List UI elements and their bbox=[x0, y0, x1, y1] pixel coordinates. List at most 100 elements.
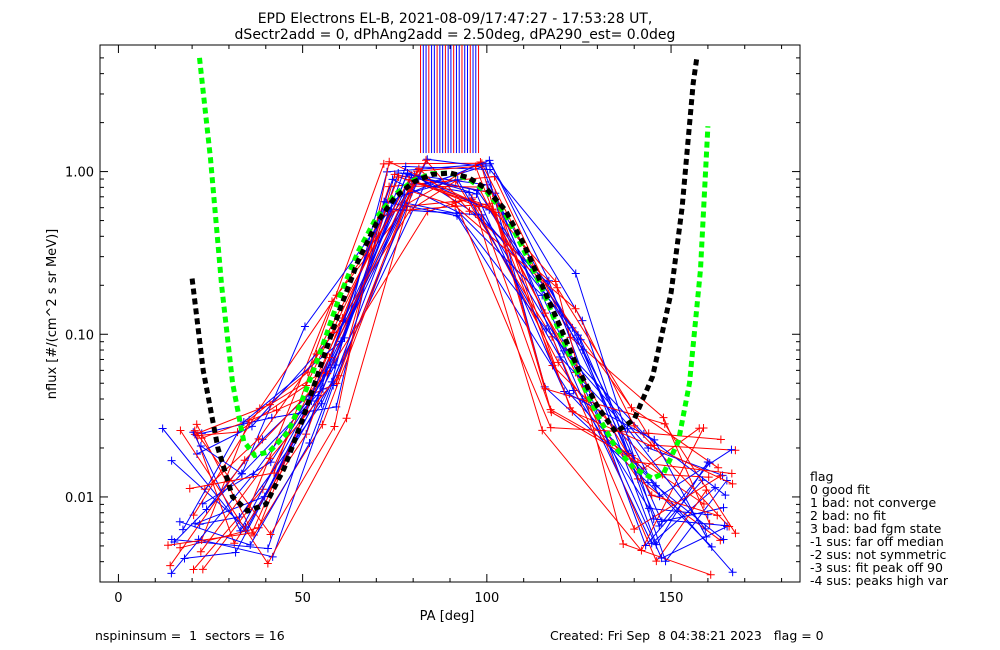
chart-subtitle: dSectr2add = 0, dPhAng2add = 2.50deg, dP… bbox=[235, 27, 676, 43]
chart-title: EPD Electrons EL-B, 2021-08-09/17:47:27 … bbox=[258, 11, 653, 27]
data-point-marker bbox=[192, 420, 201, 429]
data-point-marker bbox=[246, 540, 255, 549]
data-point-marker bbox=[403, 169, 412, 178]
y-tick-label: 0.10 bbox=[65, 328, 94, 343]
data-point-marker bbox=[422, 156, 431, 165]
data-point-marker bbox=[266, 454, 275, 463]
data-series-line bbox=[171, 202, 726, 574]
data-point-marker bbox=[300, 322, 309, 331]
data-point-marker bbox=[263, 559, 272, 568]
data-point-marker bbox=[237, 469, 246, 478]
data-point-marker bbox=[240, 456, 249, 465]
legend-entry: 1 bad: not converge bbox=[810, 495, 936, 510]
data-series-line bbox=[174, 174, 733, 573]
data-point-marker bbox=[633, 458, 642, 467]
data-series-line bbox=[196, 185, 707, 563]
data-series-line bbox=[204, 180, 721, 530]
data-point-marker bbox=[270, 468, 279, 477]
data-point-marker bbox=[318, 384, 327, 393]
data-point-marker bbox=[652, 557, 661, 566]
data-point-marker bbox=[643, 478, 652, 487]
legend-entry: -2 sus: not symmetric bbox=[810, 547, 946, 562]
data-series-line bbox=[201, 173, 709, 478]
data-point-marker bbox=[727, 469, 736, 478]
data-series-line bbox=[189, 178, 732, 489]
data-series-line bbox=[171, 163, 728, 563]
data-series-line bbox=[199, 165, 713, 548]
data-series-line bbox=[182, 165, 725, 530]
data-point-marker bbox=[574, 331, 582, 340]
data-point-marker bbox=[728, 568, 737, 577]
legend-entry: 2 bad: no fit bbox=[810, 508, 886, 523]
data-point-marker bbox=[702, 532, 711, 541]
data-point-marker bbox=[722, 476, 731, 485]
data-point-marker bbox=[394, 172, 403, 181]
data-point-marker bbox=[540, 309, 549, 318]
data-point-marker bbox=[713, 511, 722, 520]
data-point-marker bbox=[180, 554, 189, 563]
data-point-marker bbox=[657, 517, 666, 526]
data-point-marker bbox=[655, 492, 664, 501]
data-point-marker bbox=[657, 554, 666, 563]
data-point-marker bbox=[485, 165, 494, 174]
data-point-marker bbox=[176, 426, 185, 435]
data-point-marker bbox=[342, 414, 351, 423]
data-point-marker bbox=[263, 544, 272, 553]
x-axis-label: PA [deg] bbox=[420, 609, 475, 624]
y-tick-label: 1.00 bbox=[65, 166, 94, 181]
data-point-marker bbox=[474, 202, 483, 211]
data-point-marker bbox=[413, 167, 422, 176]
data-point-marker bbox=[555, 352, 564, 361]
data-series bbox=[158, 45, 740, 579]
x-tick-label: 100 bbox=[474, 591, 499, 606]
data-point-marker bbox=[185, 484, 194, 493]
legend-entry: -1 sus: far off median bbox=[810, 534, 944, 549]
legend-entry: 3 bad: bad fgm state bbox=[810, 521, 942, 536]
data-point-marker bbox=[548, 332, 557, 341]
data-point-marker bbox=[266, 458, 275, 467]
data-point-marker bbox=[476, 157, 485, 166]
data-point-marker bbox=[701, 524, 710, 533]
data-point-marker bbox=[239, 417, 248, 426]
data-point-marker bbox=[401, 162, 410, 171]
data-point-marker bbox=[254, 434, 263, 443]
footer-right: Created: Fri Sep 8 04:38:21 2023 flag = … bbox=[550, 628, 824, 643]
data-point-marker bbox=[266, 530, 275, 539]
data-series-line bbox=[171, 174, 724, 550]
data-point-marker bbox=[704, 473, 713, 482]
data-point-marker bbox=[453, 175, 462, 184]
data-point-marker bbox=[193, 450, 202, 459]
data-point-marker bbox=[706, 570, 715, 579]
data-point-marker bbox=[198, 565, 207, 574]
data-point-marker bbox=[265, 400, 274, 409]
data-point-marker bbox=[650, 435, 659, 444]
data-point-marker bbox=[196, 547, 205, 556]
data-point-marker bbox=[659, 413, 668, 422]
data-point-marker bbox=[247, 422, 256, 431]
data-point-marker bbox=[699, 500, 708, 509]
x-tick-label: 0 bbox=[114, 591, 122, 606]
data-point-marker bbox=[707, 542, 716, 551]
data-point-marker bbox=[166, 561, 175, 570]
data-series-line bbox=[192, 208, 709, 546]
data-series-line bbox=[206, 159, 703, 547]
data-point-marker bbox=[727, 445, 736, 454]
data-point-marker bbox=[551, 277, 560, 286]
data-point-marker bbox=[571, 269, 580, 278]
data-point-marker bbox=[158, 424, 167, 433]
data-point-marker bbox=[314, 391, 323, 400]
data-point-marker bbox=[196, 441, 205, 450]
data-series-line bbox=[179, 190, 730, 565]
data-point-marker bbox=[720, 521, 729, 530]
data-point-marker bbox=[167, 535, 176, 544]
data-point-marker bbox=[554, 358, 563, 367]
data-point-marker bbox=[176, 543, 185, 552]
fit-curves bbox=[189, 57, 711, 514]
data-point-marker bbox=[247, 528, 256, 537]
data-point-marker bbox=[194, 535, 203, 544]
data-series-line bbox=[194, 161, 736, 536]
footer-left: nspininsum = 1 sectors = 16 bbox=[95, 628, 285, 643]
data-point-marker bbox=[385, 157, 394, 166]
